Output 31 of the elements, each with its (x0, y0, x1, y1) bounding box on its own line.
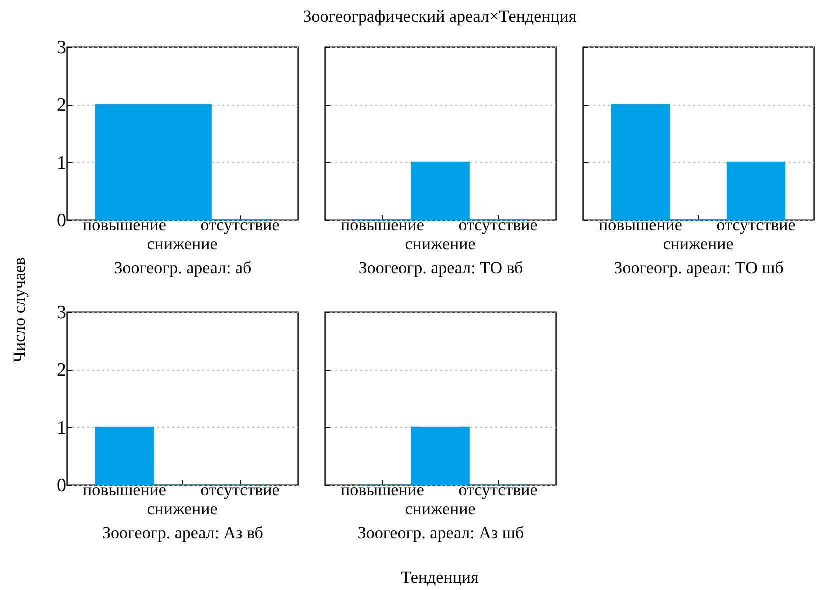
x-tick-label: повышение (83, 216, 166, 234)
y-tick-label: 3 (57, 38, 66, 58)
x-tick-label: снижение (147, 234, 218, 254)
x-tick-label: снижение (663, 234, 734, 254)
chart-title: Зоогеографический ареал×Тенденция (303, 7, 577, 27)
x-axis-title: Зоогеогр. ареал: аб (114, 258, 252, 278)
y-tick-label: 3 (57, 302, 66, 324)
y-tick-label: 0 (57, 476, 66, 496)
x-tick-label: повышение (341, 480, 424, 500)
text: Тенденция (401, 568, 479, 588)
x-tick-label: повышение (83, 480, 166, 500)
y-tick-label: 2 (57, 95, 66, 116)
x-tick-label: повышение (341, 216, 424, 234)
x-tick-label: отсутствие (458, 480, 538, 500)
y-tick-label: 1 (57, 418, 66, 439)
x-tick-label: отсутствие (458, 216, 538, 234)
x-tick-label: отсутствие (200, 480, 280, 500)
x-tick-label: снижение (147, 500, 218, 518)
x-tick-label: повышение (599, 216, 682, 234)
x-axis-title: Зоогеогр. ареал: ТО шб (614, 258, 784, 278)
x-axis-title: Зоогеогр. ареал: Аз вб (102, 524, 264, 542)
y-tick-label: 1 (57, 152, 66, 174)
x-tick-label: снижение (405, 234, 476, 254)
y-axis-title: Число случаев (10, 257, 30, 363)
x-tick-label: отсутствие (200, 216, 280, 234)
x-tick-label: снижение (405, 500, 476, 518)
y-tick-label: 0 (57, 210, 66, 232)
y-tick-label: 2 (57, 360, 66, 382)
x-tick-label: отсутствие (716, 216, 796, 234)
x-axis-title: Зоогеогр. ареал: Аз шб (358, 524, 524, 542)
x-axis-title: Зоогеогр. ареал: ТО вб (358, 258, 524, 278)
